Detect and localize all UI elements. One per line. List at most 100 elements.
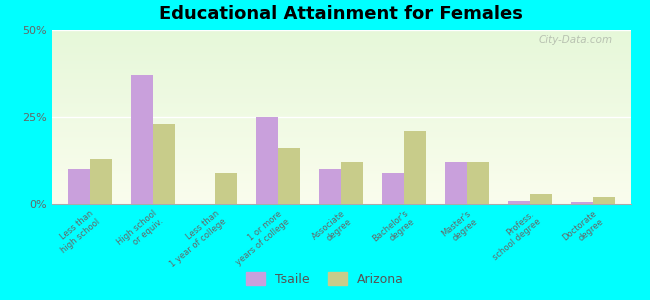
Bar <box>52 104 630 105</box>
Bar <box>52 61 630 62</box>
Bar <box>52 188 630 189</box>
Bar <box>52 152 630 153</box>
Bar <box>52 98 630 99</box>
Bar <box>52 30 630 31</box>
Bar <box>52 134 630 135</box>
Bar <box>52 99 630 100</box>
Bar <box>52 165 630 166</box>
Bar <box>445 162 467 204</box>
Bar <box>52 202 630 203</box>
Bar <box>52 103 630 104</box>
Bar <box>52 203 630 204</box>
Bar <box>52 68 630 69</box>
Bar <box>278 148 300 204</box>
Bar <box>52 43 630 44</box>
Bar <box>52 115 630 116</box>
Bar <box>52 150 630 151</box>
Bar <box>52 55 630 56</box>
Bar <box>52 142 630 143</box>
Bar <box>52 187 630 188</box>
Bar <box>593 197 615 204</box>
Bar <box>52 41 630 42</box>
Bar <box>52 87 630 88</box>
Bar <box>52 102 630 103</box>
Bar <box>52 117 630 118</box>
Bar <box>530 194 552 204</box>
Bar <box>52 38 630 39</box>
Bar <box>52 148 630 149</box>
Bar <box>52 80 630 81</box>
Bar <box>52 175 630 176</box>
Bar <box>52 100 630 101</box>
Bar <box>52 145 630 146</box>
Bar <box>52 128 630 129</box>
Bar <box>52 126 630 127</box>
Bar <box>52 122 630 123</box>
Bar <box>52 84 630 85</box>
Bar <box>52 160 630 161</box>
Bar <box>52 105 630 106</box>
Bar <box>52 154 630 155</box>
Bar <box>52 51 630 52</box>
Bar <box>52 66 630 67</box>
Bar <box>52 114 630 115</box>
Bar <box>52 133 630 134</box>
Bar <box>52 131 630 132</box>
Bar <box>52 50 630 51</box>
Bar <box>52 170 630 171</box>
Bar <box>52 48 630 49</box>
Bar <box>52 171 630 172</box>
Bar <box>52 96 630 97</box>
Bar <box>52 116 630 117</box>
Bar <box>52 201 630 202</box>
Bar <box>52 143 630 144</box>
Bar <box>52 164 630 165</box>
Bar <box>52 77 630 78</box>
Bar <box>341 162 363 204</box>
Bar <box>52 132 630 133</box>
Bar <box>52 180 630 181</box>
Bar <box>52 113 630 114</box>
Bar <box>52 159 630 160</box>
Bar <box>52 69 630 70</box>
Bar <box>52 49 630 50</box>
Bar <box>52 138 630 139</box>
Bar <box>52 160 630 161</box>
Bar <box>52 197 630 198</box>
Bar <box>52 195 630 196</box>
Bar <box>52 120 630 121</box>
Bar <box>52 137 630 138</box>
Bar <box>52 127 630 128</box>
Bar <box>52 112 630 113</box>
Bar <box>52 172 630 173</box>
Bar <box>153 124 175 204</box>
Bar <box>52 101 630 102</box>
Bar <box>52 111 630 112</box>
Bar <box>68 169 90 204</box>
Bar <box>52 46 630 47</box>
Bar <box>52 88 630 89</box>
Bar <box>52 121 630 122</box>
Bar <box>52 85 630 86</box>
Bar <box>52 185 630 186</box>
Bar <box>52 169 630 170</box>
Bar <box>52 167 630 168</box>
Bar <box>52 63 630 64</box>
Bar <box>52 149 630 150</box>
Bar <box>52 33 630 34</box>
Bar <box>52 173 630 174</box>
Bar <box>52 89 630 90</box>
Bar <box>52 54 630 55</box>
Bar <box>256 117 278 204</box>
Bar <box>52 59 630 60</box>
Bar <box>52 124 630 125</box>
Bar <box>52 163 630 164</box>
Bar <box>52 123 630 124</box>
Bar <box>52 94 630 95</box>
Bar <box>52 71 630 72</box>
Bar <box>52 192 630 193</box>
Bar <box>52 157 630 158</box>
Bar <box>52 86 630 87</box>
Bar <box>319 169 341 204</box>
Bar <box>52 65 630 66</box>
